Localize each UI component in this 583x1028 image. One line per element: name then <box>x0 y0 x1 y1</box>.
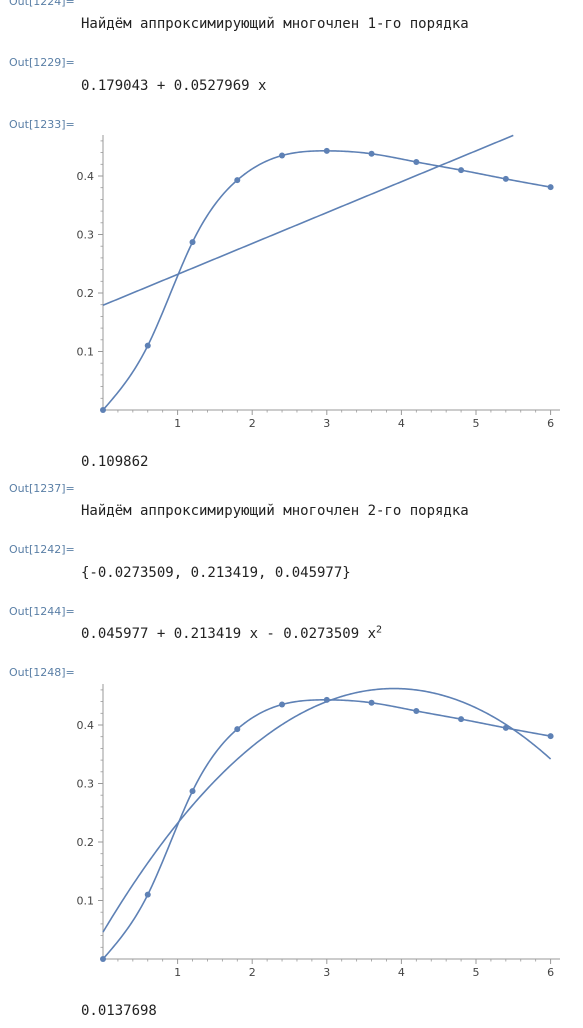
output-text: Найдём аппроксимирующий многочлен 2-го п… <box>81 503 469 519</box>
data-point <box>279 701 286 708</box>
exponent: 2 <box>376 624 383 636</box>
data-point <box>234 726 241 733</box>
plot-quadratic-fit: 1 2 3 4 5 6 0.1 0.2 0.3 0.4 <box>0 679 583 989</box>
data-point <box>234 177 241 184</box>
x-tick-label: 4 <box>398 966 405 979</box>
data-point <box>189 239 196 246</box>
interpolation-curve <box>102 150 551 411</box>
x-tick-label: 6 <box>547 966 554 979</box>
x-tick-label: 3 <box>323 417 330 430</box>
data-point <box>144 891 151 898</box>
output-text: Найдём аппроксимирующий многочлен 1-го п… <box>81 16 469 32</box>
data-point <box>100 407 106 413</box>
y-tick-label: 0.1 <box>77 346 95 359</box>
y-tick-label: 0.4 <box>77 170 95 183</box>
data-point <box>323 696 330 703</box>
data-point <box>547 733 554 740</box>
data-point <box>100 956 106 962</box>
y-tick-label: 0.3 <box>77 229 95 242</box>
data-point <box>458 716 465 723</box>
output-label: Out[1242]= <box>9 543 75 556</box>
output-label: Out[1244]= <box>9 605 75 618</box>
x-tick-label: 1 <box>174 417 181 430</box>
output-label: Out[1248]= <box>9 666 75 679</box>
data-point <box>502 724 509 731</box>
residual-value: 0.109862 <box>81 454 149 470</box>
data-point <box>458 167 465 174</box>
x-tick-label: 5 <box>473 966 480 979</box>
interpolation-curve <box>102 699 551 960</box>
plot-quadratic-fit-svg: 1 2 3 4 5 6 0.1 0.2 0.3 0.4 <box>77 684 560 979</box>
data-point <box>502 175 509 182</box>
output-label: Out[1229]= <box>9 56 75 69</box>
data-point <box>547 184 554 191</box>
x-tick-label: 4 <box>398 417 405 430</box>
data-point <box>368 150 375 157</box>
y-tick-label: 0.2 <box>77 836 95 849</box>
data-point <box>189 788 196 795</box>
data-point <box>413 707 420 714</box>
data-point <box>144 342 151 349</box>
fit-curve <box>102 687 552 933</box>
quadratic-fit-formula: 0.045977 + 0.213419 x - 0.0273509 x2 <box>81 625 382 643</box>
linear-fit-formula: 0.179043 + 0.0527969 x <box>81 78 267 94</box>
output-label: Out[1233]= <box>9 118 75 131</box>
x-tick-label: 5 <box>473 417 480 430</box>
x-tick-label: 1 <box>174 966 181 979</box>
x-tick-label: 6 <box>547 417 554 430</box>
data-point <box>368 699 375 706</box>
y-tick-label: 0.3 <box>77 778 95 791</box>
x-tick-label: 3 <box>323 966 330 979</box>
plot-linear-fit-svg: 1 2 3 4 5 6 0.1 0.2 0.3 0.4 <box>77 134 560 430</box>
fit-curve <box>102 134 514 306</box>
y-tick-label: 0.1 <box>77 895 95 908</box>
residual-value: 0.0137698 <box>81 1003 157 1019</box>
data-point <box>323 147 330 154</box>
quadratic-fit-formula-text: 0.045977 + 0.213419 x - 0.0273509 x <box>81 626 377 642</box>
data-point <box>279 152 286 159</box>
x-tick-label: 2 <box>249 417 256 430</box>
data-point <box>413 158 420 165</box>
y-tick-label: 0.2 <box>77 287 95 300</box>
plot-linear-fit: 1 2 3 4 5 6 0.1 0.2 0.3 0.4 <box>0 130 583 440</box>
coefficients-list: {-0.0273509, 0.213419, 0.045977} <box>81 565 351 581</box>
output-label: Out[1237]= <box>9 482 75 495</box>
x-tick-label: 2 <box>249 966 256 979</box>
y-tick-label: 0.4 <box>77 719 95 732</box>
output-label: Out[1224]= <box>9 0 75 8</box>
